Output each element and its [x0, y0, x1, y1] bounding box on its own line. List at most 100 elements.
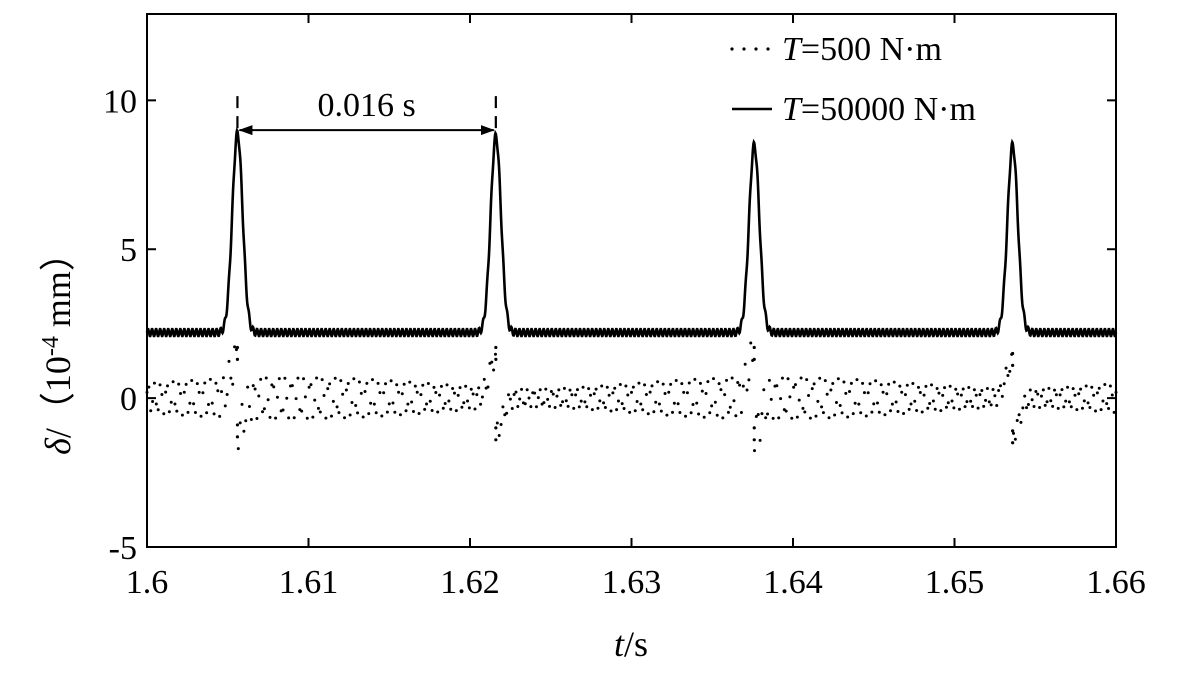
legend-swatch-dot [730, 47, 734, 51]
series-point-t500 [1062, 405, 1066, 409]
series-point-t500 [732, 399, 736, 403]
series-point-t500 [270, 383, 274, 387]
series-point-t500 [1101, 399, 1105, 403]
tick-layer: 1.6 1.61 1.62 1.63 1.64 1.65 1.66 -5 0 5 10 [103, 14, 1146, 601]
series-point-t500 [708, 411, 712, 415]
series-point-t500 [1017, 413, 1021, 417]
series-point-t500-min [752, 426, 756, 430]
series-point-t500 [672, 401, 676, 405]
series-point-t500 [978, 393, 982, 397]
series-point-t500 [600, 384, 604, 388]
x-tick-label: 1.66 [1086, 564, 1146, 601]
series-point-t500 [566, 404, 570, 408]
series-point-t500 [365, 381, 369, 385]
series-point-t500 [570, 393, 574, 397]
series-point-t500-max [235, 345, 240, 350]
series-layer [145, 126, 1118, 453]
series-point-t500 [555, 394, 559, 398]
series-point-t500 [411, 410, 415, 414]
series-point-t500 [467, 406, 471, 410]
series-point-t500 [179, 392, 183, 396]
series-point-t500-max [752, 345, 756, 350]
series-point-t500 [933, 407, 937, 411]
series-point-t500 [734, 414, 738, 418]
series-point-t500 [851, 412, 855, 416]
series-point-t500 [324, 416, 328, 420]
series-point-t500 [1053, 388, 1057, 392]
series-point-t500 [1008, 369, 1012, 373]
series-point-t500 [676, 402, 680, 406]
series-point-t500 [238, 421, 242, 425]
series-point-t500 [864, 414, 868, 418]
series-point-t500 [1025, 406, 1029, 410]
series-point-t500 [492, 368, 496, 372]
series-point-t500 [896, 410, 900, 414]
series-point-t500 [609, 409, 613, 413]
series-point-t500 [657, 402, 661, 406]
series-point-t500 [568, 388, 572, 392]
series-point-t500 [180, 413, 184, 417]
series-point-t500 [939, 409, 943, 413]
series-point-t500 [691, 402, 695, 406]
series-point-t500 [1034, 390, 1038, 394]
series-point-t500 [344, 388, 348, 392]
x-tick-label: 1.65 [925, 564, 985, 601]
series-point-t500-min [752, 438, 756, 442]
series-point-t500 [201, 391, 205, 395]
series-point-t500 [900, 390, 904, 394]
series-point-t500 [767, 378, 771, 382]
series-point-t500 [477, 386, 481, 390]
y-tick-label: 0 [120, 381, 137, 418]
series-point-t500 [622, 407, 626, 411]
series-point-t500 [417, 411, 421, 415]
series-point-t500 [825, 392, 829, 396]
series-point-t500 [233, 345, 237, 349]
series-point-t500 [654, 400, 658, 404]
series-point-t500 [846, 415, 850, 419]
series-point-t500-min [1011, 429, 1015, 433]
series-point-t500 [607, 393, 611, 397]
series-point-t500 [872, 402, 876, 406]
series-point-t500 [971, 404, 975, 408]
series-point-t500 [292, 416, 296, 420]
series-point-t500 [551, 392, 555, 396]
series-point-t500 [426, 382, 430, 385]
series-point-t500 [464, 384, 468, 388]
series-point-t500 [253, 387, 257, 391]
series-point-t500 [1049, 399, 1053, 403]
series-point-t500 [357, 380, 361, 384]
series-point-t500 [877, 410, 881, 414]
series-point-t500 [525, 388, 529, 392]
series-point-t500 [430, 409, 434, 413]
series-point-t500 [780, 376, 784, 380]
y-axis-title-tail: mm） [38, 235, 78, 336]
legend-label: T=500 N·m [782, 31, 942, 68]
series-point-t500 [1073, 393, 1077, 397]
series-point-t500 [948, 384, 952, 388]
series-point-t500 [497, 434, 501, 437]
series-point-t500 [398, 413, 402, 417]
series-point-t500 [378, 391, 382, 395]
series-point-t500 [598, 399, 602, 403]
series-point-t500 [725, 378, 729, 382]
series-point-t500 [242, 429, 246, 433]
series-point-t500 [635, 399, 639, 403]
series-point-t500 [870, 410, 874, 414]
series-point-t500 [311, 415, 315, 419]
series-point-t500 [615, 408, 619, 412]
series-point-t500 [669, 382, 673, 386]
series-point-t500 [916, 385, 920, 389]
series-point-t500 [214, 381, 218, 385]
series-point-t500 [605, 385, 609, 389]
series-point-t500 [823, 379, 827, 383]
series-point-t500 [667, 390, 671, 394]
series-point-t500 [1108, 384, 1112, 388]
series-point-t500 [162, 412, 166, 416]
series-point-t500 [341, 392, 345, 396]
series-point-t500 [277, 377, 281, 381]
series-point-t500 [229, 376, 233, 380]
series-point-t500 [786, 377, 790, 381]
series-point-t500 [380, 414, 384, 418]
series-point-t500 [389, 379, 393, 383]
